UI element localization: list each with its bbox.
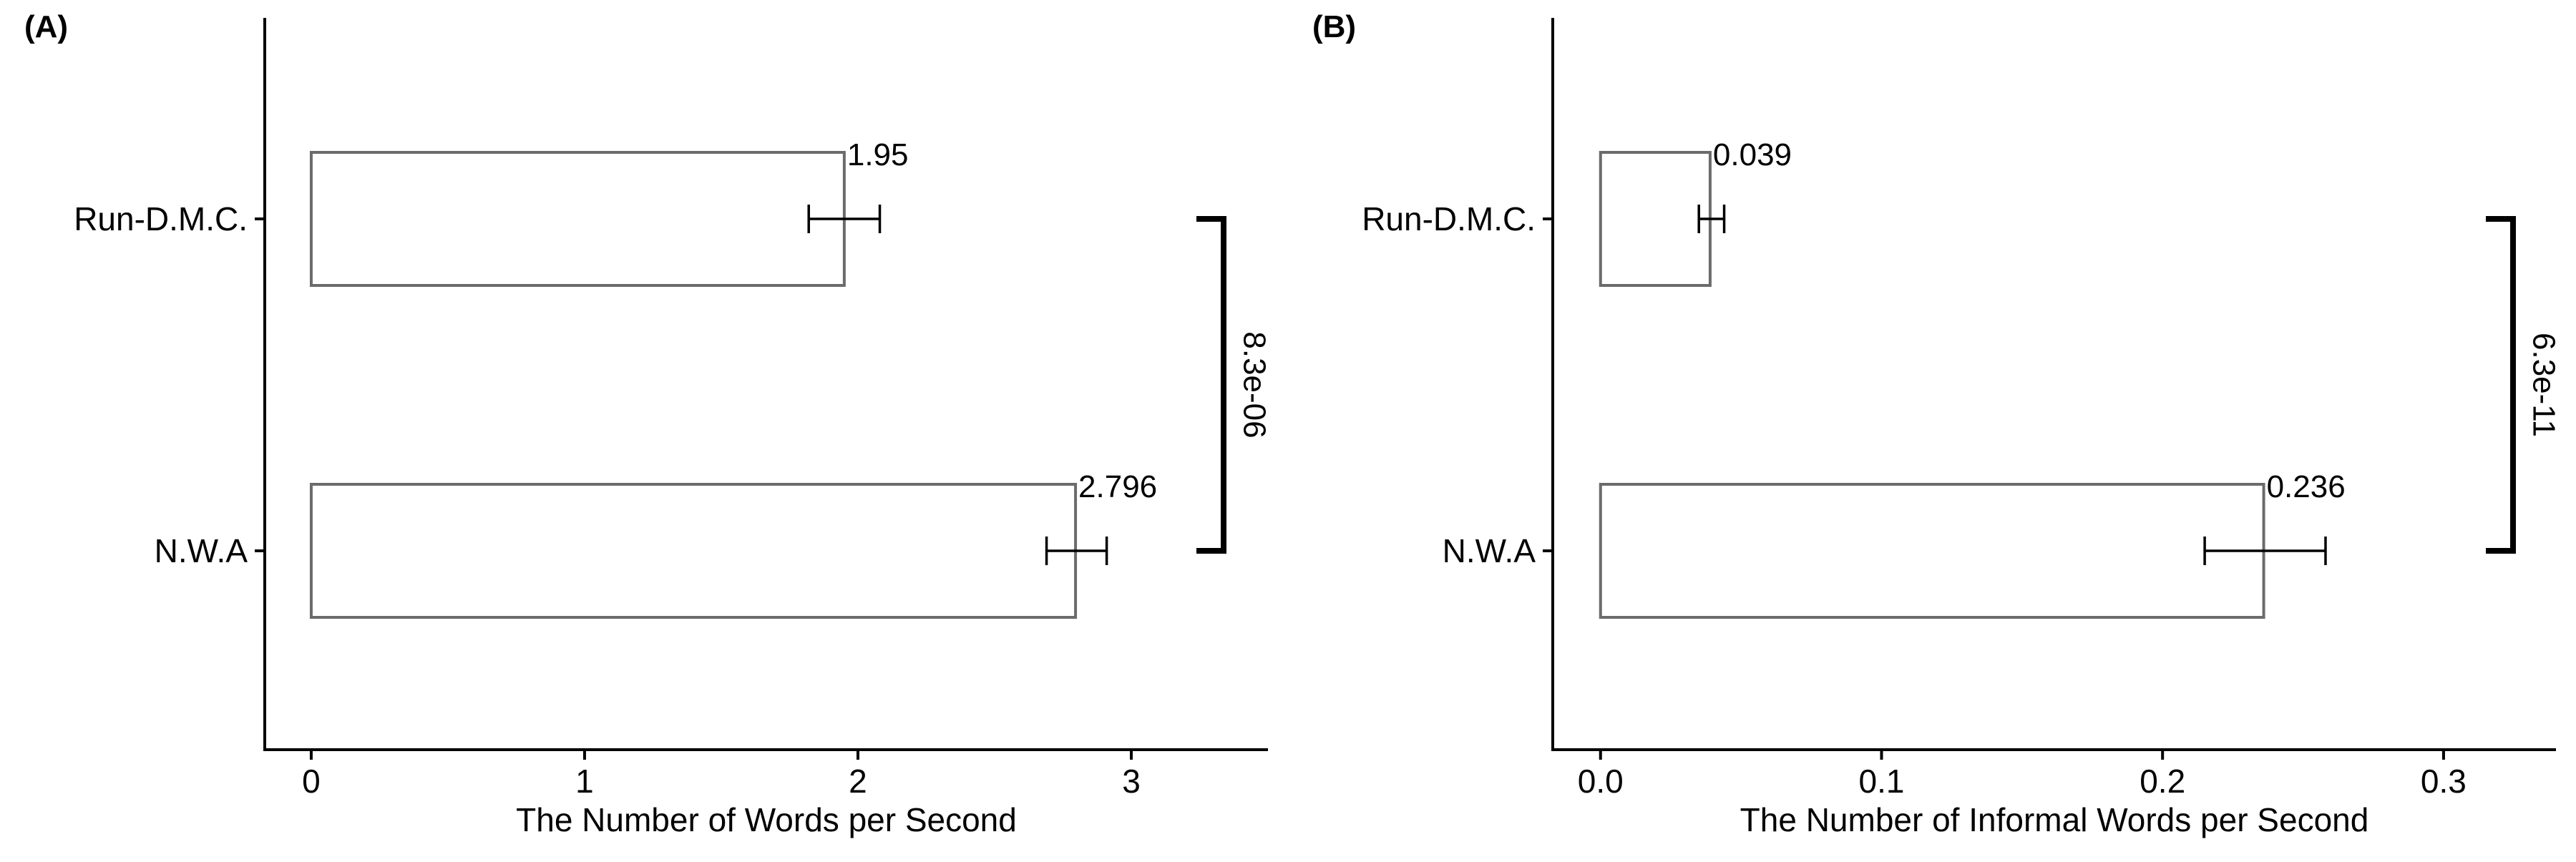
x-tick-label: 0.3: [2421, 763, 2467, 800]
x-tick-label: 0.1: [1859, 763, 1905, 800]
panel-label: (B): [1312, 9, 1356, 44]
x-tick-label: 3: [1122, 763, 1141, 800]
x-tick-label: 0: [302, 763, 321, 800]
significance-bracket: [2486, 216, 2516, 554]
significance-bracket: [1196, 216, 1226, 554]
y-tick-label: Run-D.M.C.: [1362, 200, 1536, 237]
y-tick-label: Run-D.M.C.: [74, 200, 248, 237]
data-label: 0.039: [1713, 137, 1792, 172]
data-label: 0.236: [2267, 469, 2346, 504]
data-label: 1.95: [847, 137, 909, 172]
y-tick-label: N.W.A: [155, 532, 248, 569]
x-tick-label: 2: [849, 763, 867, 800]
x-tick-label: 0.2: [2140, 763, 2185, 800]
x-axis-title: The Number of Informal Words per Second: [1740, 801, 2369, 838]
bar: [309, 151, 846, 287]
data-label: 2.796: [1078, 469, 1157, 504]
panel-label: (A): [24, 9, 68, 44]
bar: [309, 483, 1078, 619]
significance-label: 6.3e-11: [2526, 333, 2561, 437]
bar: [1599, 483, 2265, 619]
bar: [1599, 151, 1712, 287]
y-tick-label: N.W.A: [1443, 532, 1536, 569]
x-axis-title: The Number of Words per Second: [516, 801, 1017, 838]
x-tick-label: 1: [575, 763, 594, 800]
significance-label: 8.3e-06: [1236, 331, 1272, 438]
x-tick-label: 0.0: [1578, 763, 1624, 800]
